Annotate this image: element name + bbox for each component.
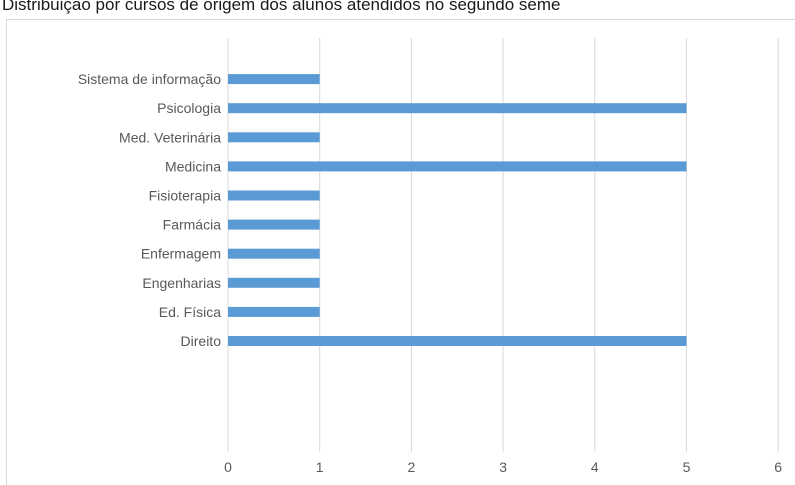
bars <box>228 74 687 346</box>
category-label: Engenharias <box>142 275 221 291</box>
category-label: Psicologia <box>157 100 221 116</box>
category-label: Sistema de informação <box>78 71 221 87</box>
bar <box>228 277 320 288</box>
bar <box>228 336 687 346</box>
x-tick-label: 3 <box>499 459 507 475</box>
category-label: Ed. Física <box>159 304 221 320</box>
bar <box>228 306 320 317</box>
x-tick-label: 0 <box>224 459 232 475</box>
category-label: Med. Veterinária <box>119 129 221 145</box>
bar <box>228 248 320 259</box>
gridlines <box>227 38 779 452</box>
bar <box>228 190 320 201</box>
category-label: Medicina <box>165 158 221 174</box>
x-tick-label: 1 <box>316 459 324 475</box>
x-tick-label: 6 <box>774 459 782 475</box>
category-labels: Direito Ed. Física Engenharias Enfermagem Fa… <box>78 71 221 349</box>
chart-frame <box>6 19 795 485</box>
bar <box>228 219 320 230</box>
bar <box>228 103 687 114</box>
bar <box>228 132 320 143</box>
x-axis-ticks: 0 1 2 3 4 5 6 <box>224 459 782 475</box>
bar <box>228 161 687 172</box>
x-tick-label: 5 <box>683 459 691 475</box>
category-label: Fisioterapia <box>149 188 222 204</box>
category-label: Direito <box>181 333 222 349</box>
bar <box>228 74 320 85</box>
chart-caption: Distribuição por cursos de origem dos al… <box>2 0 561 14</box>
category-label: Farmácia <box>163 217 222 233</box>
x-tick-label: 4 <box>591 459 599 475</box>
category-label: Enfermagem <box>141 246 221 262</box>
x-tick-label: 2 <box>408 459 416 475</box>
